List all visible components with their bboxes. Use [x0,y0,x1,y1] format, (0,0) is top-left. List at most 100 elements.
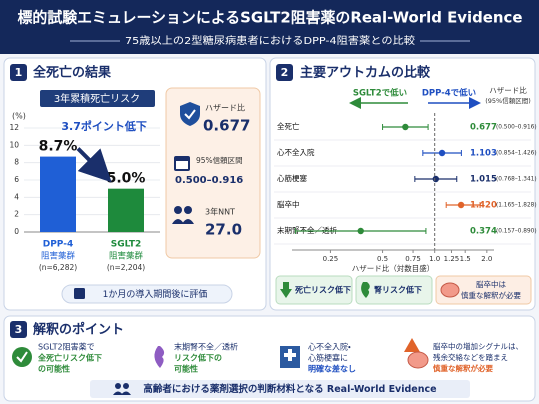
point-text: 残余交絡などを踏まえ [433,352,508,362]
estimate-header: (95%信頼区間) [485,96,531,105]
y-tick-label: 4 [14,192,19,201]
estimate-point [432,175,440,183]
point-text: 慎重な解釈が必要 [432,363,493,373]
bar [108,188,144,232]
ci-label: (0.500–0.916) [496,125,537,131]
point-text: SGLT2阻害薬で [38,342,95,352]
point-text: 脳卒中の増加シグナルは、 [433,341,523,351]
people-icon [113,391,131,395]
kidney-icon [361,282,370,298]
number-box [276,64,293,81]
estimate-label: 1.420 [470,201,497,211]
point-text: 可能性 [174,364,198,374]
y-tick-label: 2 [14,210,19,219]
y-tick-label: 6 [14,175,19,184]
point-text: 全死亡リスク低下 [37,353,102,363]
category-note: (n=6,282) [39,263,77,272]
value-label: 8.7% [39,139,78,155]
panel-frame [3,315,536,402]
stats-card [165,87,261,259]
x-tick-label: 1.5 [460,255,471,263]
hospital-icon [284,349,296,361]
subtitle-box [40,90,155,107]
brain-icon [440,282,460,298]
people-icon [174,206,182,214]
panel-number: 1 [15,66,23,79]
ci-value: 0.500–0.916 [175,175,243,186]
badge-text: 腎リスク低下 [374,285,422,295]
point-text: 明確な差なし [308,364,356,374]
calendar-icon [74,288,85,299]
badge-text: 死亡リスク低下 [294,285,351,295]
number-box [10,64,27,81]
point-text: リスク低下の [174,353,222,363]
people-icon [184,206,192,214]
nnt-value: 27.0 [205,221,242,239]
panel-number: 2 [281,66,289,79]
chart-title: 3年累積死亡リスク [54,92,140,105]
x-axis-label: ハザード比（対数目盛） [352,263,435,273]
nnt-label: 3年NNT [205,207,235,217]
estimate-point [457,201,465,209]
x-tick-label: 2.0 [481,255,492,263]
ci-label: (0.157–0.890) [496,229,537,235]
outcome-label: 末期腎不全／透析 [277,225,337,235]
calendar-icon [176,161,188,169]
shield-icon [180,102,200,126]
point-text: 心筋梗塞に [308,353,348,363]
ci-label: (0.768–1.341) [496,177,537,183]
y-tick-label: 8 [14,158,19,167]
y-tick-label: 10 [9,140,19,149]
estimate-label: 0.677 [470,123,497,133]
number-box [10,321,27,338]
outcome-label: 心不全入院 [277,147,315,157]
panel-title: 解釈のポイント [32,322,124,338]
direction-label: SGLT2で低い [353,88,407,99]
annotation-arrow [76,147,112,183]
panel-interpretation: 3 解釈のポイント SGLT2阻害薬で 全死亡リスク低下 の可能性 末期腎不全／… [3,315,536,402]
y-axis-label: (%) [12,112,26,121]
estimate-label: 1.015 [470,175,497,185]
people-icon [115,383,121,389]
warning-icon [404,338,420,352]
panel-title: 主要アウトカムの比較 [300,65,431,81]
category-note: (n=2,204) [107,263,145,272]
ci-label: (0.854–1.426) [496,151,537,157]
estimate-label: 0.374 [470,227,497,237]
note: 1か月の導入期間後に評価 [103,288,208,300]
title: 標的試験エミュレーションによるSGLT2阻害薬のReal-World Evide… [18,9,523,27]
x-tick-label: 1.25 [444,255,460,263]
note-pill [61,284,233,304]
caution-text: 脳卒中は [476,279,506,289]
estimate-point [357,227,364,235]
y-tick-label: 0 [14,227,19,236]
category-label: SGLT2 [111,240,142,250]
panel-outcomes: 2 主要アウトカムの比較 SGLT2で低い DPP-4で低い ハザード比 (95… [269,57,537,311]
kidney-icon [154,346,165,368]
y-tick-label: 12 [9,123,19,132]
ci-label: (1.165–1.828) [496,203,537,209]
category-label: DPP-4 [43,240,74,250]
outcome-label: 全死亡 [277,121,300,131]
panel-mortality: 1 全死亡の結果 3年累積死亡リスク (%) ハザード比 0.677 95%信頼… [3,57,267,311]
estimate-point [438,149,446,157]
estimate-label: 1.103 [470,149,497,159]
panel-number: 3 [15,323,23,336]
badge [275,275,353,305]
caution-text: 慎重な解釈が必要 [461,290,521,300]
check-icon [16,351,28,363]
value-label: 5.0% [107,171,146,187]
x-tick-label: 0.25 [323,255,339,263]
people-icon [172,219,194,224]
ci-label: 95%信頼区間 [196,156,243,165]
point-text: 末期腎不全／透析 [174,342,238,352]
check-icon [184,109,196,120]
direction-label: DPP-4で低い [422,88,476,99]
category-sublabel: 阻害薬群 [41,251,76,262]
x-tick-label: 0.5 [377,255,388,263]
annotation: 3.7ポイント低下 [61,119,146,133]
category-sublabel: 阻害薬群 [109,251,144,262]
bar [40,156,76,232]
